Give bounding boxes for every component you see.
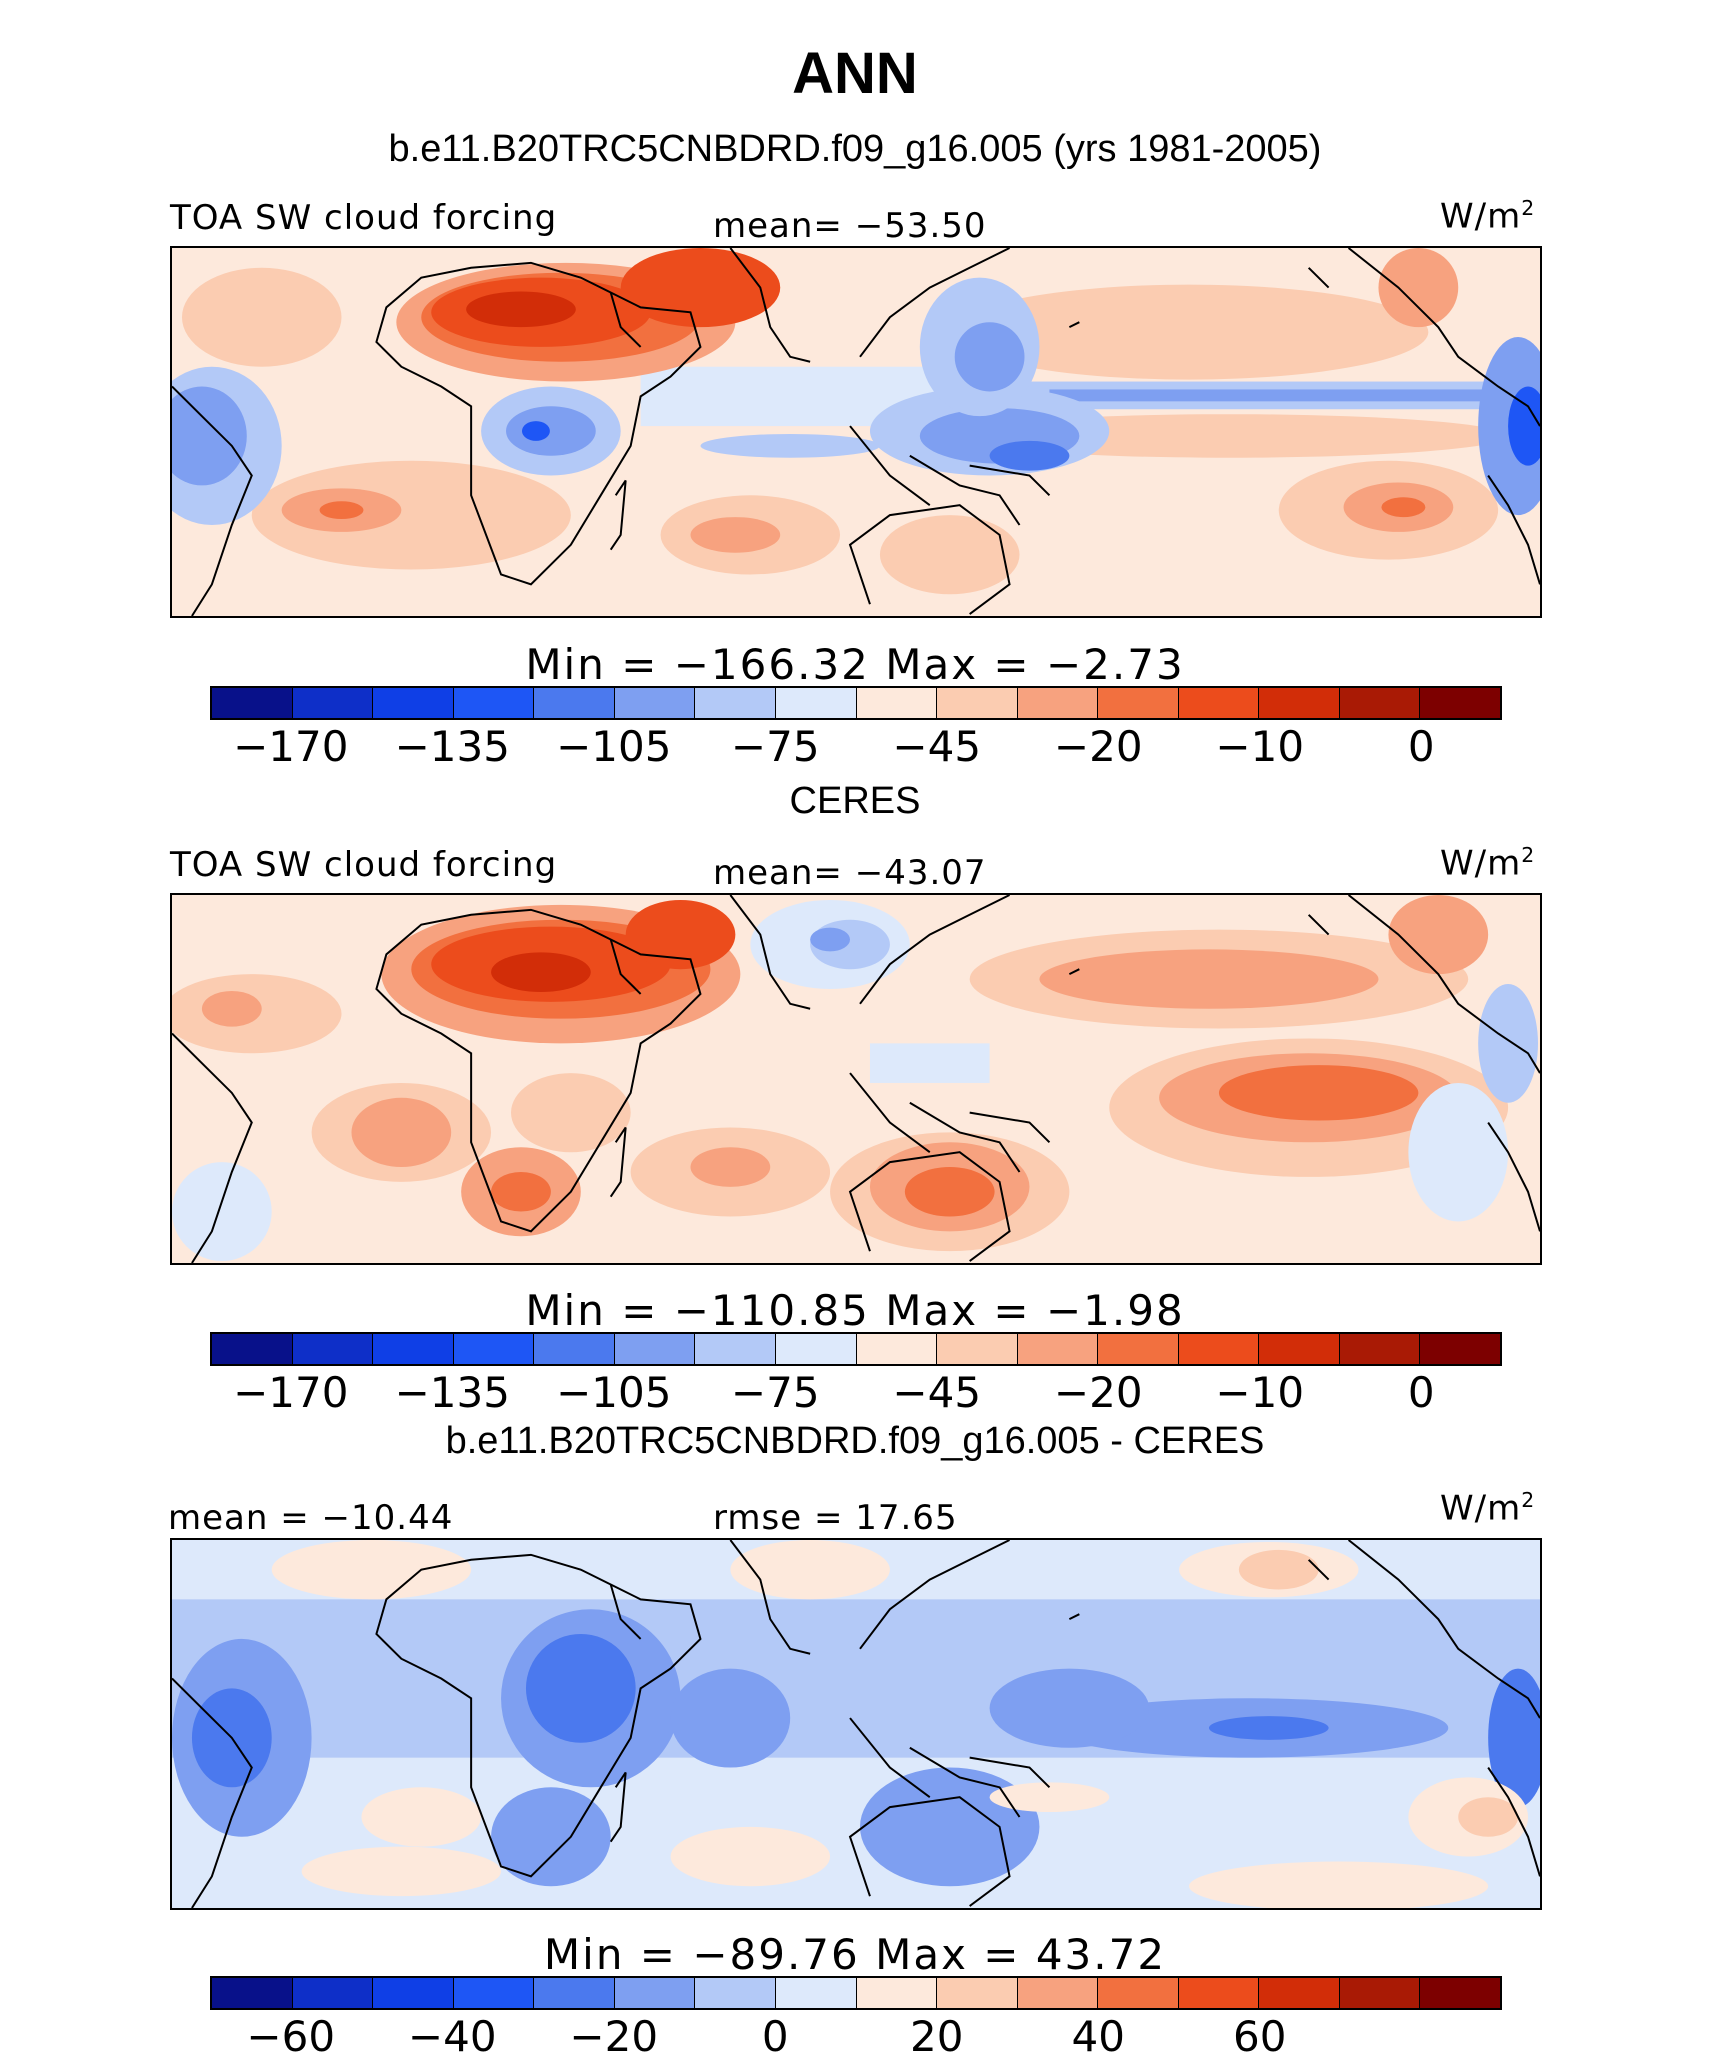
panel-model-map	[170, 246, 1542, 618]
colorbar-swatch	[695, 688, 776, 718]
colorbar-swatch	[1259, 688, 1340, 718]
colorbar-swatch	[453, 1978, 535, 2008]
colorbar-tick-label: 60	[1233, 2012, 1287, 2061]
colorbar-swatch	[856, 1978, 938, 2008]
colorbar-swatch	[1098, 688, 1179, 718]
colorbar-swatch	[292, 688, 374, 718]
panel-obs-subtitle: CERES	[789, 780, 921, 822]
colorbar-swatch	[373, 1978, 454, 2008]
colorbar-swatch	[1178, 688, 1260, 718]
colorbar-swatch	[614, 688, 696, 718]
colorbar-tick-label: −20	[569, 2012, 659, 2061]
colorbar-swatch	[775, 1978, 857, 2008]
panel-model-units-label: W/m2	[1440, 196, 1536, 237]
panel-obs-map	[170, 893, 1542, 1265]
colorbar-swatch	[1420, 688, 1500, 718]
colorbar-tick-label: −105	[556, 1368, 672, 1417]
colorbar-swatch	[373, 1334, 454, 1364]
panel-obs-minmax: Min = −110.85 Max = −1.98	[525, 1286, 1185, 1335]
colorbar-swatch	[453, 688, 535, 718]
colorbar-swatch	[1420, 1334, 1500, 1364]
colorbar-tick-label: −40	[407, 2012, 497, 2061]
colorbar-tick-label: −75	[730, 722, 820, 771]
colorbar-swatch	[292, 1978, 374, 2008]
colorbar-swatch	[534, 1978, 615, 2008]
colorbar-tick-label: −45	[892, 722, 982, 771]
colorbar-swatch	[937, 1978, 1018, 2008]
colorbar-swatch	[775, 1334, 857, 1364]
colorbar-tick-label: −60	[246, 2012, 336, 2061]
panel-diff-mean-label: mean = −10.44	[168, 1498, 454, 1538]
colorbar-swatch	[937, 688, 1018, 718]
colorbar-tick-label: −170	[233, 722, 349, 771]
colorbar-tick-label: −20	[1053, 722, 1143, 771]
colorbar-tick-label: −75	[730, 1368, 820, 1417]
colorbar-swatch	[1259, 1978, 1340, 2008]
colorbar-tick-label: 0	[1407, 1368, 1435, 1417]
panel-diff-rmse-label: rmse = 17.65	[713, 1498, 958, 1538]
colorbar-swatch	[775, 688, 857, 718]
colorbar-swatch	[1420, 1978, 1500, 2008]
colorbar-swatch	[1339, 1334, 1421, 1364]
colorbar-swatch	[695, 1334, 776, 1364]
colorbar-swatch	[695, 1978, 776, 2008]
panel-diff-map	[170, 1538, 1542, 1910]
colorbar-tick-label: −135	[394, 722, 510, 771]
colorbar-swatch	[856, 1334, 938, 1364]
colorbar-swatch	[212, 1978, 293, 2008]
colorbar-tick-label: −10	[1215, 1368, 1305, 1417]
colorbar-swatch	[534, 688, 615, 718]
colorbar-swatch	[534, 1334, 615, 1364]
colorbar-swatch	[1259, 1334, 1340, 1364]
colorbar-tick-label: 0	[1407, 722, 1435, 771]
colorbar-swatch	[1178, 1978, 1260, 2008]
colorbar-swatch	[614, 1978, 696, 2008]
panel-model-colorbar	[210, 686, 1502, 720]
colorbar-swatch	[1017, 1978, 1099, 2008]
colorbar-tick-label: −45	[892, 1368, 982, 1417]
colorbar-swatch	[1017, 688, 1099, 718]
colorbar-swatch	[1178, 1334, 1260, 1364]
colorbar-swatch	[1339, 1978, 1421, 2008]
colorbar-swatch	[856, 688, 938, 718]
panel-model-mean-label: mean= −53.50	[713, 206, 987, 246]
panel-diff-colorbar	[210, 1976, 1502, 2010]
panel-obs-colorbar	[210, 1332, 1502, 1366]
colorbar-tick-label: 0	[761, 2012, 789, 2061]
colorbar-swatch	[1017, 1334, 1099, 1364]
panel-diff-subtitle: b.e11.B20TRC5CNBDRD.f09_g16.005 - CERES	[445, 1420, 1265, 1462]
colorbar-tick-label: 20	[910, 2012, 964, 2061]
colorbar-tick-label: −20	[1053, 1368, 1143, 1417]
colorbar-swatch	[453, 1334, 535, 1364]
colorbar-tick-label: −10	[1215, 722, 1305, 771]
panel-obs-variable-label: TOA SW cloud forcing	[170, 845, 558, 885]
colorbar-tick-label: 40	[1071, 2012, 1125, 2061]
panel-model-subtitle: b.e11.B20TRC5CNBDRD.f09_g16.005 (yrs 198…	[388, 128, 1322, 170]
panel-diff-minmax: Min = −89.76 Max = 43.72	[543, 1930, 1167, 1979]
colorbar-tick-label: −135	[394, 1368, 510, 1417]
panel-obs-units-label: W/m2	[1440, 843, 1536, 884]
colorbar-tick-label: −105	[556, 722, 672, 771]
colorbar-swatch	[937, 1334, 1018, 1364]
colorbar-swatch	[373, 688, 454, 718]
colorbar-swatch	[212, 688, 293, 718]
panel-model-minmax: Min = −166.32 Max = −2.73	[525, 640, 1185, 689]
panel-diff-units-label: W/m2	[1440, 1488, 1536, 1529]
colorbar-tick-label: −170	[233, 1368, 349, 1417]
colorbar-swatch	[212, 1334, 293, 1364]
colorbar-swatch	[614, 1334, 696, 1364]
panel-obs-mean-label: mean= −43.07	[713, 853, 987, 893]
colorbar-swatch	[1339, 688, 1421, 718]
figure-title: ANN	[792, 41, 918, 106]
panel-model-variable-label: TOA SW cloud forcing	[170, 198, 558, 238]
colorbar-swatch	[292, 1334, 374, 1364]
colorbar-swatch	[1098, 1978, 1179, 2008]
colorbar-swatch	[1098, 1334, 1179, 1364]
